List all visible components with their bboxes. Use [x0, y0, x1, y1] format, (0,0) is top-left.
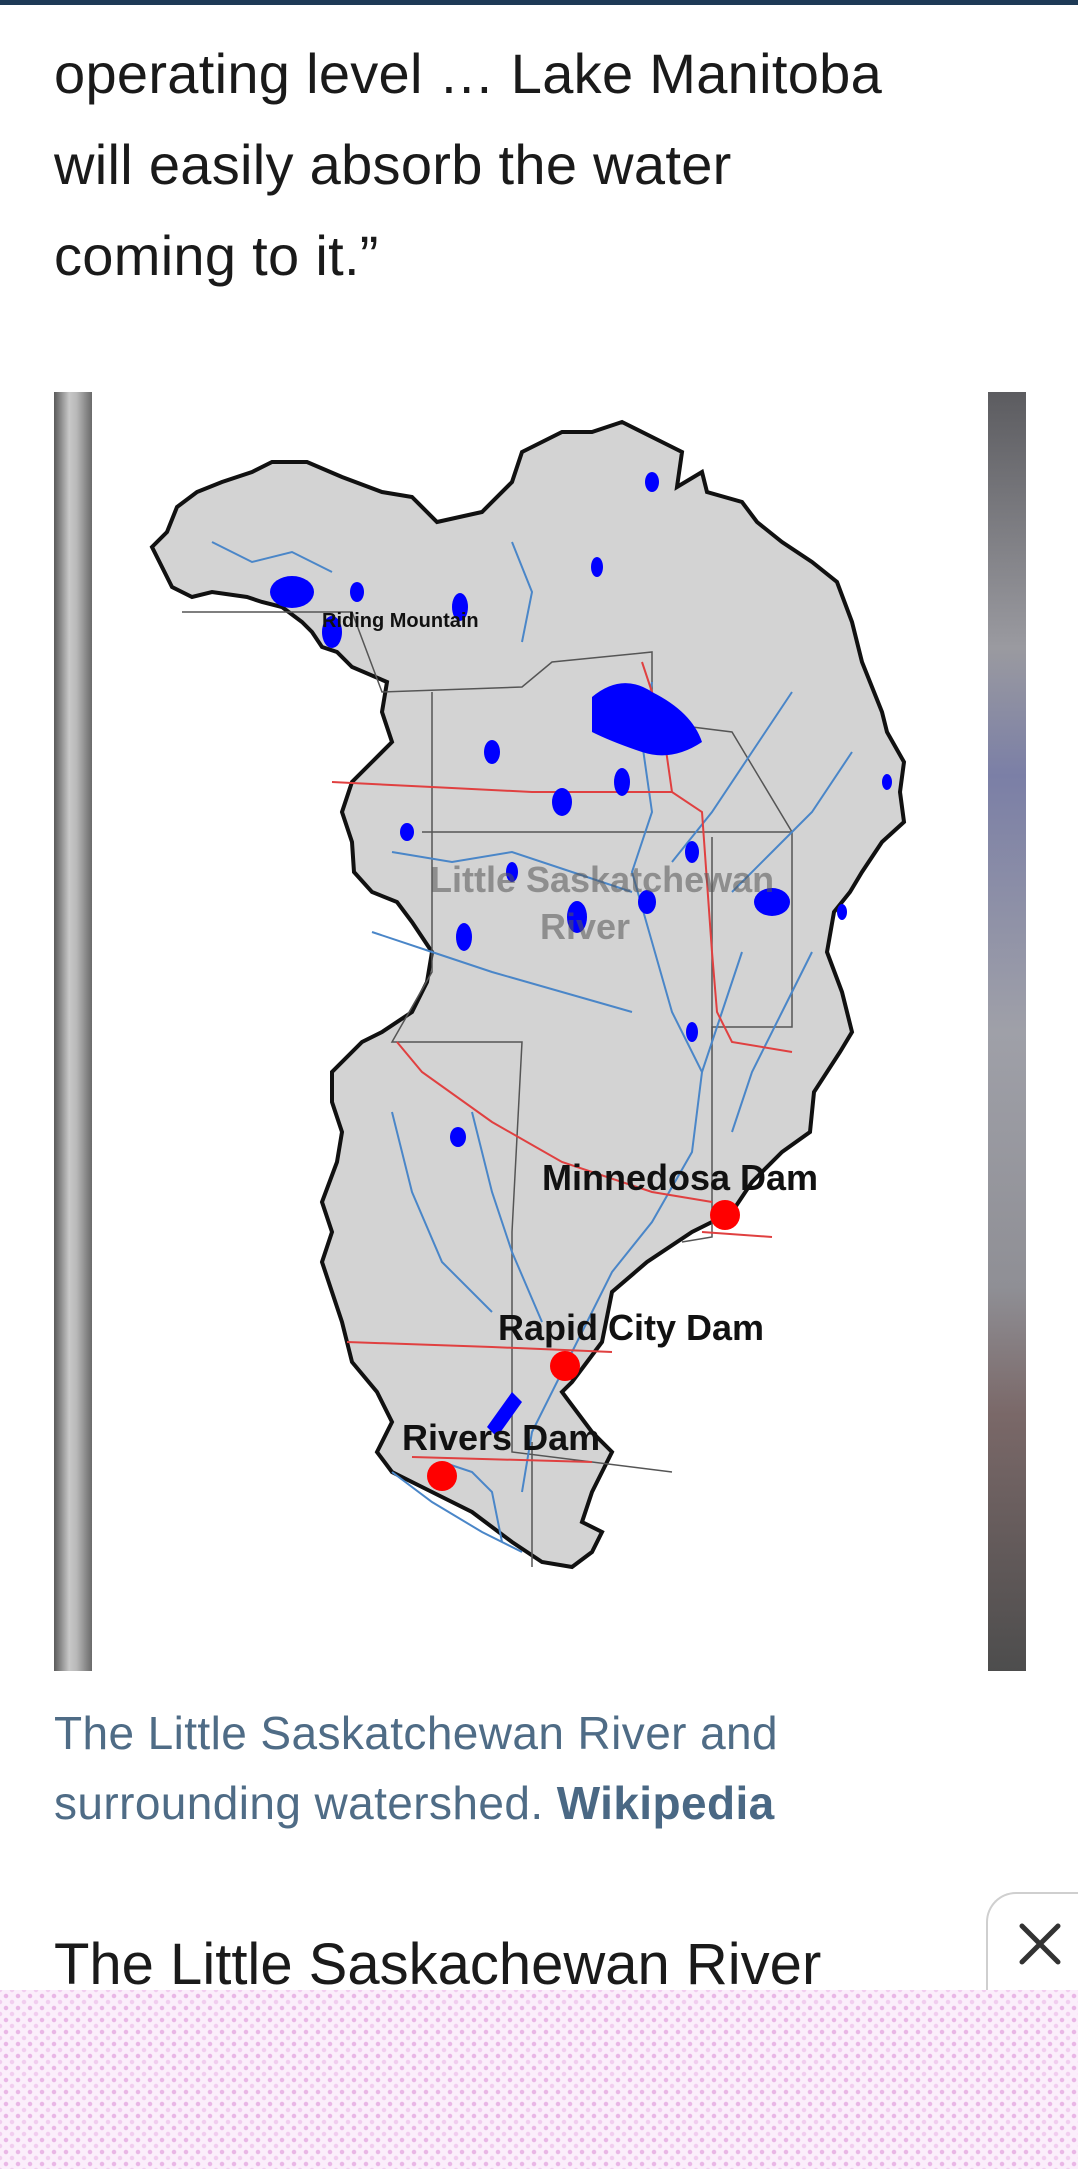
label-river-line1: Little Saskatchewan — [430, 859, 774, 900]
ad-banner[interactable] — [0, 1990, 1078, 2169]
label-rapid-city-dam: Rapid City Dam — [498, 1307, 764, 1348]
image-edge-left — [54, 392, 92, 1671]
label-rivers-dam: Rivers Dam — [402, 1417, 600, 1458]
caption-text: The Little Saskatchewan River and surrou… — [54, 1707, 779, 1829]
label-river-line2: River — [540, 906, 630, 947]
caption-credit-link[interactable]: Wikipedia — [556, 1777, 775, 1829]
image-edge-right — [988, 392, 1026, 1671]
river-network — [211, 541, 853, 1553]
lakes — [270, 472, 892, 1437]
paragraph-line: coming to it.” — [54, 224, 379, 287]
label-riding-mountain: Riding Mountain — [322, 610, 479, 632]
dam-marker-minnedosa — [710, 1200, 740, 1230]
ad-close-button[interactable] — [986, 1892, 1078, 1990]
dam-marker-rivers — [427, 1461, 457, 1491]
top-rule — [0, 0, 1078, 5]
paragraph-line: will easily absorb the water — [54, 133, 732, 196]
watershed-outline — [149, 419, 907, 1570]
article-figure[interactable]: Riding Mountain Little Saskatchewan Rive… — [54, 392, 1026, 1671]
dam-marker-rapid-city — [550, 1351, 580, 1381]
article-paragraph: operating level … Lake Manitoba will eas… — [54, 28, 1014, 301]
next-section-heading: The Little Saskachewan River — [54, 1932, 822, 1997]
close-icon — [1019, 1923, 1061, 1965]
watershed-map: Riding Mountain Little Saskatchewan Rive… — [149, 419, 907, 1570]
label-minnedosa-dam: Minnedosa Dam — [542, 1157, 818, 1198]
paragraph-line: operating level … Lake Manitoba — [54, 42, 883, 105]
figure-caption: The Little Saskatchewan River and surrou… — [54, 1698, 974, 1838]
